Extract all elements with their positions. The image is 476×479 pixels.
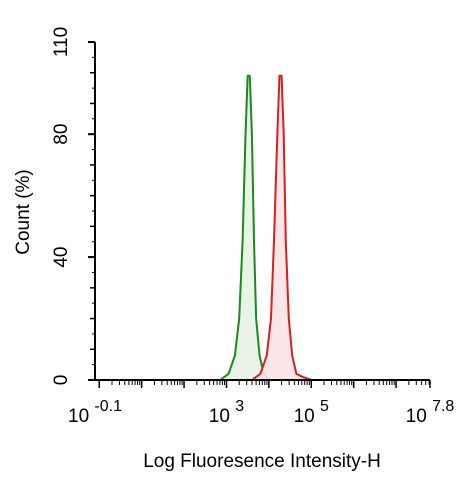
y-tick-label: 40	[51, 247, 72, 268]
series-1-fill	[251, 75, 312, 381]
x-tick-label: 10 5	[294, 398, 329, 427]
series-0-fill	[220, 75, 269, 381]
x-tick-label: 10 3	[209, 398, 244, 427]
series-0-line	[219, 74, 270, 381]
plot-area: 0 40 80 110 10 -0.1 10 3 10 5 10 7.8	[51, 27, 454, 427]
y-tick-label: 110	[51, 27, 72, 57]
x-tick-label: 10 7.8	[406, 398, 455, 427]
y-tick-label: 0	[51, 375, 72, 386]
series-1-line	[251, 74, 312, 381]
x-axis-title: Log Fluoresence Intensity-H	[143, 451, 381, 472]
y-tick-label: 80	[51, 124, 72, 145]
y-axis-title: Count (%)	[13, 169, 34, 255]
x-tick-label: 10 -0.1	[68, 398, 122, 427]
